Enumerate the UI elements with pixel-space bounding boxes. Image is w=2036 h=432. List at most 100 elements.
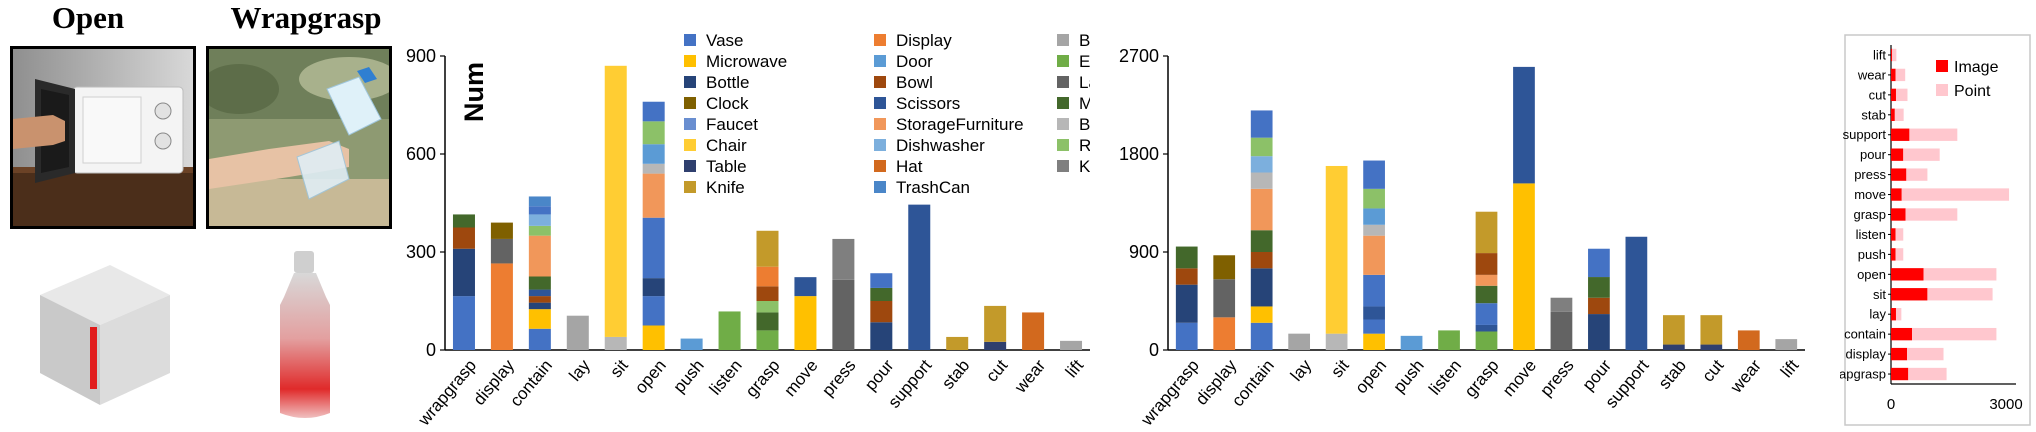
bottle-point-cloud xyxy=(250,245,360,425)
bar-image xyxy=(1891,367,1909,381)
bar-segment-earphone xyxy=(1438,330,1460,350)
y-tick-label: stab xyxy=(1861,107,1886,122)
y-tick-label: 900 xyxy=(1129,242,1159,262)
x-tick-label: stab xyxy=(1655,356,1690,393)
bar-segment-bottle xyxy=(1175,284,1198,323)
x-tick-label: listen xyxy=(1425,356,1465,399)
legend-label: Point xyxy=(1954,83,1991,100)
legend-swatch xyxy=(874,76,886,88)
bar-segment-bowl xyxy=(1475,253,1498,275)
bar-segment-display xyxy=(1213,317,1236,350)
y-tick-label: 600 xyxy=(406,144,436,164)
legend-label: StorageFurniture xyxy=(896,115,1024,134)
bar-segment-refrigerator xyxy=(642,121,665,145)
x-tick-label: sit xyxy=(606,356,632,381)
bar-segment-mug xyxy=(756,312,779,331)
legend-swatch xyxy=(684,160,696,172)
bar-segment-bed xyxy=(566,315,589,350)
legend-label: Table xyxy=(706,157,747,176)
bar-point xyxy=(1892,48,1897,62)
y-tick-label: lift xyxy=(1873,47,1886,62)
bar-point xyxy=(1895,248,1904,261)
bar-segment-earphone xyxy=(718,311,741,350)
bar-point xyxy=(1909,128,1958,141)
bar-segment-bag xyxy=(642,163,665,174)
y-axis-label: Num xyxy=(459,62,489,122)
bar-segment-display xyxy=(490,263,513,350)
bar-segment-door xyxy=(1363,208,1385,225)
legend-label: Display xyxy=(896,31,952,50)
bar-segment-scissors xyxy=(1475,324,1498,332)
bar-segment-door xyxy=(1400,335,1423,350)
bar-segment-vase xyxy=(1363,274,1385,307)
bar-segment-bed xyxy=(1775,339,1798,350)
legend-swatch xyxy=(1936,60,1948,72)
legend-swatch xyxy=(1057,76,1069,88)
bar-segment-vase xyxy=(452,296,475,350)
bar-segment-bag xyxy=(1363,224,1385,236)
bar-segment-refrigerator xyxy=(528,225,551,236)
bar-segment-bowl xyxy=(528,296,551,303)
bar-image xyxy=(1891,268,1924,281)
x-tick-label: 0 xyxy=(1887,396,1895,413)
legend-label: Clock xyxy=(706,94,749,113)
bar-image xyxy=(1891,108,1895,121)
bar-image xyxy=(1891,347,1908,361)
x-tick-label: lay xyxy=(1287,356,1316,385)
legend-label: Bed xyxy=(1079,31,1090,50)
bar-point xyxy=(1912,327,1997,341)
bar-segment-mug xyxy=(1250,230,1273,252)
bar-segment-table xyxy=(1662,344,1685,350)
bar-segment-storagefurniture xyxy=(642,173,665,218)
legend-swatch xyxy=(874,139,886,151)
y-tick-label: open xyxy=(1857,267,1886,282)
bar-segment-laptop xyxy=(1550,311,1573,350)
bar-segment-bed xyxy=(1060,340,1083,350)
legend-label: Microwave xyxy=(706,52,787,71)
bar-segment-hat xyxy=(1737,330,1760,350)
x-tick-label: grasp xyxy=(742,356,784,401)
y-tick-label: wear xyxy=(1857,67,1887,82)
bar-image xyxy=(1891,148,1904,161)
legend-label: Dishwasher xyxy=(896,136,985,155)
bar-segment-display xyxy=(756,266,779,287)
bar-point xyxy=(1895,308,1902,321)
x-tick-label: press xyxy=(1536,356,1577,400)
bar-image xyxy=(1891,168,1907,181)
bar-segment-bag xyxy=(604,336,627,350)
legend-label: Mug xyxy=(1079,94,1090,113)
bar-segment-bottle xyxy=(1588,314,1610,350)
x-tick-label: push xyxy=(1389,356,1427,396)
horizontal-bar-chart-image-point: lift wear cut stab support pour press move grasp… xyxy=(1840,34,2031,426)
x-tick-label: pour xyxy=(861,356,898,395)
legend-swatch xyxy=(1057,34,1069,46)
bar-segment-scissors xyxy=(794,277,817,297)
bar-segment-laptop xyxy=(832,279,855,350)
y-tick-label: 900 xyxy=(406,46,436,66)
legend-label: Hat xyxy=(896,157,923,176)
x-tick-label: press xyxy=(818,356,859,400)
bar-segment-refrigerator xyxy=(756,301,779,313)
bar-point xyxy=(1895,68,1906,82)
bar-segment-dishwasher xyxy=(528,214,551,226)
x-tick-label: lay xyxy=(565,356,594,385)
bar-segment-scissors xyxy=(908,204,931,350)
bar-segment-dishwasher xyxy=(1250,156,1273,173)
legend-swatch xyxy=(684,181,696,193)
y-tick-label: lay xyxy=(1869,307,1886,322)
legend-swatch xyxy=(684,97,696,109)
legend-label: Door xyxy=(896,52,933,71)
legend-label: Bowl xyxy=(896,73,933,92)
bar-segment-vase xyxy=(1363,160,1385,189)
bar-point xyxy=(1895,228,1904,241)
bar-segment-microwave xyxy=(1363,333,1385,350)
bar-segment-knife xyxy=(1700,315,1723,345)
bar-segment-keyboard xyxy=(1550,297,1573,312)
y-tick-label: 2700 xyxy=(1119,46,1159,66)
bar-image xyxy=(1891,308,1896,321)
bar-segment-storagefurniture xyxy=(1363,235,1385,275)
legend-swatch xyxy=(874,55,886,67)
bar-segment-clock xyxy=(490,222,513,239)
bar-segment-knife xyxy=(984,305,1007,342)
